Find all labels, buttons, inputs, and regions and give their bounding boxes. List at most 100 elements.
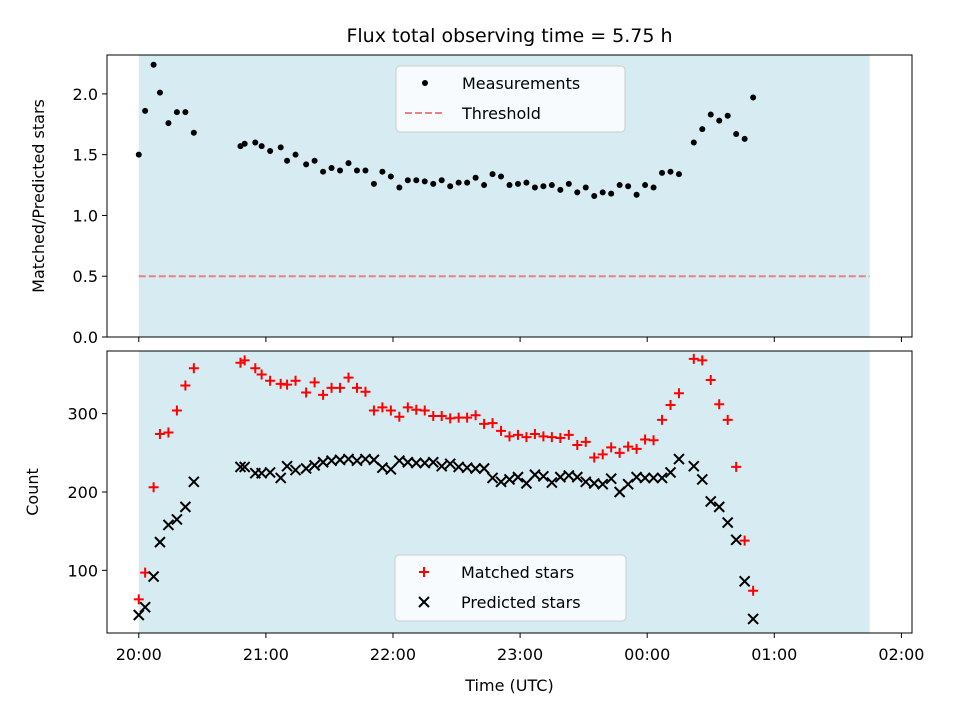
panel1-point-0-41 <box>514 180 521 187</box>
panel1-ytick-label-3: 1.5 <box>73 146 98 165</box>
panel2-point-1-0 <box>133 609 145 621</box>
panel1-point-0-31 <box>430 180 437 187</box>
panel2-point-0-46 <box>555 432 566 443</box>
panel2-point-1-13 <box>275 472 287 484</box>
panel2-point-1-60 <box>673 453 685 465</box>
panel2-point-0-23 <box>360 386 371 397</box>
panel2-point-1-14 <box>281 460 293 472</box>
panel2-point-1-29 <box>410 457 422 469</box>
panel2-point-0-11 <box>256 369 267 380</box>
panel1-point-0-10 <box>252 139 259 146</box>
panel2-point-0-57 <box>648 435 659 446</box>
panel2-point-1-5 <box>171 513 183 526</box>
panel2-legend: Matched stars Predicted stars <box>394 554 627 622</box>
panel2-xtick-label-4: 00:00 <box>624 645 670 664</box>
panel2-point-0-61 <box>688 353 699 364</box>
panel2-point-1-51 <box>597 478 609 490</box>
panel2-point-0-64 <box>714 399 725 410</box>
panel2-point-0-27 <box>394 411 405 422</box>
panel2-point-0-15 <box>290 375 301 386</box>
panel2-point-1-17 <box>308 459 321 472</box>
panel1-series-0 <box>135 61 757 199</box>
panel1-point-0-58 <box>659 169 666 176</box>
panel2-point-1-64 <box>713 501 725 513</box>
panel1-point-0-40 <box>506 182 513 189</box>
panel1-point-0-60 <box>675 171 682 178</box>
panel2-point-0-16 <box>301 387 312 398</box>
panel1-point-0-36 <box>472 174 479 181</box>
panel1-point-0-9 <box>241 140 248 147</box>
panel2-xtick-label-1: 21:00 <box>243 645 289 664</box>
panel2-point-0-59 <box>665 400 676 411</box>
panel1-point-0-33 <box>447 183 454 190</box>
panel2-point-0-33 <box>445 413 456 424</box>
panel1-axes-frame <box>106 54 913 338</box>
panel1-point-0-12 <box>267 148 274 155</box>
panel1-ytick-label-0: 0.0 <box>73 328 98 347</box>
panel2-point-1-25 <box>376 462 389 474</box>
panel1-legend-label-0: Measurements <box>462 74 580 93</box>
panel1-point-0-56 <box>642 182 649 189</box>
panel2-point-1-18 <box>317 456 329 468</box>
panel1-point-0-24 <box>370 180 377 187</box>
panel2-point-1-66 <box>730 534 742 546</box>
panel1-point-0-62 <box>699 126 706 133</box>
panel1-point-0-47 <box>565 180 572 187</box>
panel2-point-0-48 <box>572 440 583 450</box>
panel2-panel: 100 200 300 20:00 21:00 22:00 23:00 00:00 01:00 0… <box>23 350 924 695</box>
panel2-point-0-6 <box>180 380 191 391</box>
panel1-point-0-16 <box>303 161 310 168</box>
panel1-chart-title: Flux total observing time = 5.75 h <box>346 25 672 47</box>
panel1-point-0-19 <box>328 165 335 172</box>
panel2-point-1-41 <box>512 471 524 483</box>
panel2-point-0-67 <box>739 535 750 546</box>
panel2-ytick-label-0: 100 <box>67 561 98 580</box>
panel1-point-0-46 <box>557 186 564 193</box>
panel1-point-0-4 <box>165 120 172 127</box>
panel2-point-0-50 <box>589 452 600 463</box>
panel2-point-0-66 <box>731 461 742 472</box>
panel1-point-0-14 <box>284 157 291 164</box>
panel2-legend-box <box>394 554 627 622</box>
panel1-point-0-49 <box>582 184 589 191</box>
panel2-point-1-68 <box>747 613 759 625</box>
panel2-ytick-label-2: 300 <box>67 405 98 424</box>
panel1-point-0-42 <box>523 179 530 186</box>
panel2-point-1-38 <box>486 472 499 484</box>
panel1-point-0-35 <box>464 179 471 186</box>
panel1-point-0-52 <box>608 190 615 197</box>
panel1-point-0-63 <box>707 111 714 118</box>
panel2-legend-label-1: Predicted stars <box>461 593 581 612</box>
panel2-point-0-60 <box>673 388 684 399</box>
panel2-point-0-40 <box>504 431 515 442</box>
panel2-point-0-56 <box>640 434 651 445</box>
panel1-panel: 0.0 0.5 1.0 1.5 2.0 Matched/Predicted stars Fl… <box>29 25 913 347</box>
panel2-xtick-label-6: 02:00 <box>878 645 924 664</box>
panel2-point-0-54 <box>623 441 634 452</box>
panel2-point-1-62 <box>696 473 708 486</box>
panel1-point-0-53 <box>616 182 623 189</box>
panel1-point-0-0 <box>135 151 142 158</box>
panel1-point-0-66 <box>733 131 740 138</box>
panel2-point-0-41 <box>512 429 523 440</box>
panel2-point-0-55 <box>631 443 642 454</box>
panel2-xtick-label-3: 23:00 <box>497 645 543 664</box>
panel2-point-0-30 <box>419 405 430 416</box>
panel1-point-0-11 <box>258 143 265 150</box>
panel2-point-1-33 <box>444 458 456 470</box>
panel2-point-1-65 <box>721 516 734 529</box>
panel2-point-0-52 <box>606 442 617 453</box>
panel2-point-0-5 <box>171 405 182 416</box>
panel1-point-0-43 <box>531 184 538 191</box>
panel1-ytick-label-1: 0.5 <box>73 267 98 286</box>
panel2-point-1-22 <box>351 454 363 467</box>
panel2-xtick-label-2: 22:00 <box>370 645 416 664</box>
panel2-point-1-52 <box>605 472 617 485</box>
panel2-point-0-18 <box>318 389 329 400</box>
panel2-point-1-7 <box>188 476 200 488</box>
panel2-point-1-45 <box>546 476 558 489</box>
panel1-legend-label-1: Threshold <box>461 104 541 123</box>
panel2-point-1-46 <box>554 471 567 483</box>
panel2-point-1-26 <box>385 463 397 475</box>
panel2-point-1-15 <box>289 464 302 476</box>
